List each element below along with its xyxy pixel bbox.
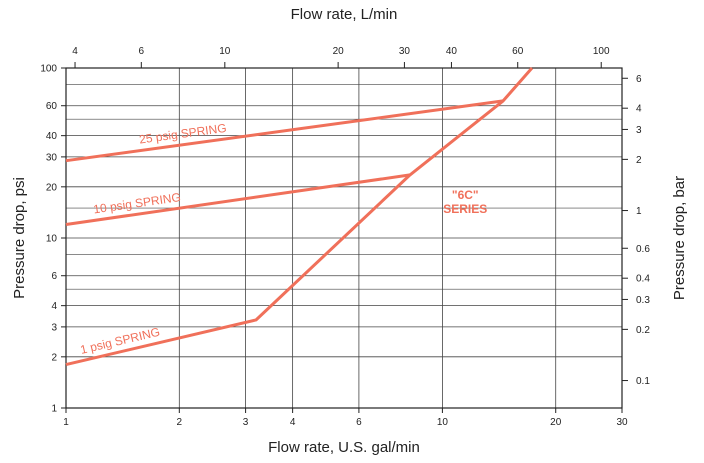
y-tick-label: 40 bbox=[46, 131, 58, 142]
x-tick-label: 6 bbox=[356, 417, 362, 428]
y-axis-title-right: Pressure drop, bar bbox=[671, 176, 688, 300]
y-right-tick-label: 0.1 bbox=[636, 376, 650, 387]
series-annotation-line2: SERIES bbox=[443, 202, 487, 216]
right-axis-ticks: 0.1 0.2 0.3 0.4 0.6 1 2 3 4 6 bbox=[622, 74, 650, 387]
x-top-tick-label: 60 bbox=[512, 46, 524, 57]
x-top-tick-label: 4 bbox=[72, 46, 78, 57]
x-tick-label: 3 bbox=[243, 417, 249, 428]
y-right-tick-label: 0.2 bbox=[636, 325, 650, 336]
y-tick-label: 2 bbox=[51, 352, 57, 363]
y-right-tick-label: 6 bbox=[636, 74, 642, 85]
x-tick-label: 30 bbox=[616, 417, 628, 428]
x-axis-title-top: Flow rate, L/min bbox=[291, 6, 398, 23]
y-right-tick-label: 2 bbox=[636, 155, 642, 166]
series-annotation-line1: "6C" bbox=[452, 188, 479, 202]
x-top-tick-label: 30 bbox=[399, 46, 411, 57]
plot-frame bbox=[65, 67, 623, 409]
series-line-1 bbox=[65, 173, 411, 226]
x-top-tick-label: 6 bbox=[139, 46, 145, 57]
top-axis-ticks: 4 6 10 20 30 40 60 100 bbox=[72, 46, 610, 68]
y-right-tick-label: 0.3 bbox=[636, 295, 650, 306]
series-line-0 bbox=[65, 99, 504, 163]
x-top-tick-label: 10 bbox=[219, 46, 231, 57]
x-top-tick-label: 100 bbox=[593, 46, 610, 57]
y-tick-label: 20 bbox=[46, 182, 58, 193]
y-tick-label: 30 bbox=[46, 152, 58, 163]
left-axis-ticks: 1 2 3 4 6 10 20 30 40 60 100 bbox=[40, 64, 66, 415]
y-right-tick-label: 4 bbox=[636, 104, 642, 115]
y-right-tick-label: 0.4 bbox=[636, 274, 650, 285]
y-tick-label: 4 bbox=[51, 301, 57, 312]
x-tick-label: 20 bbox=[550, 417, 562, 428]
y-tick-label: 6 bbox=[51, 271, 57, 282]
y-right-tick-label: 3 bbox=[636, 125, 642, 136]
x-top-tick-label: 40 bbox=[446, 46, 458, 57]
x-tick-label: 10 bbox=[437, 417, 449, 428]
series-line-2 bbox=[65, 67, 534, 367]
x-tick-label: 4 bbox=[290, 417, 296, 428]
series-layer bbox=[65, 67, 534, 367]
series-label-0: 25 psig SPRING bbox=[138, 121, 227, 147]
y-tick-label: 60 bbox=[46, 101, 58, 112]
y-axis-title: Pressure drop, psi bbox=[11, 177, 28, 299]
x-tick-label: 1 bbox=[63, 417, 69, 428]
grid bbox=[66, 68, 622, 408]
bottom-axis-ticks: 1 2 3 4 6 10 20 30 bbox=[63, 408, 628, 428]
x-top-tick-label: 20 bbox=[333, 46, 345, 57]
y-tick-label: 100 bbox=[40, 64, 57, 75]
y-tick-label: 3 bbox=[51, 322, 57, 333]
x-tick-label: 2 bbox=[177, 417, 183, 428]
y-right-tick-label: 0.6 bbox=[636, 244, 650, 255]
y-right-tick-label: 1 bbox=[636, 206, 642, 217]
series-label-1: 10 psig SPRING bbox=[92, 190, 181, 216]
y-tick-label: 10 bbox=[46, 234, 58, 245]
y-tick-label: 1 bbox=[51, 404, 57, 415]
x-axis-title: Flow rate, U.S. gal/min bbox=[268, 439, 420, 456]
